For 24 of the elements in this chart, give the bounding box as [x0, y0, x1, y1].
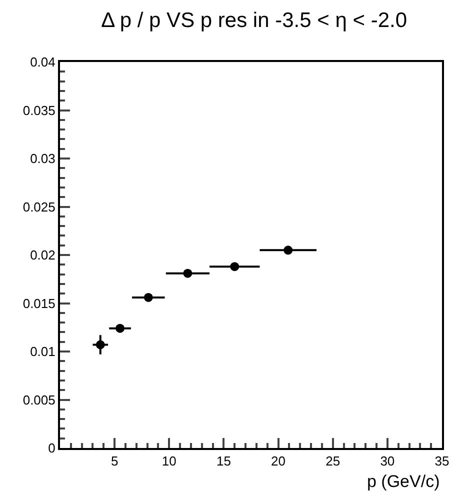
- chart-title: Δ p / p VS p res in -3.5 < η < -2.0: [101, 9, 408, 32]
- x-tick-label: 35: [434, 454, 450, 469]
- point: [230, 262, 240, 272]
- point: [116, 324, 125, 333]
- y-tick-label: 0.015: [22, 296, 56, 311]
- point: [284, 246, 293, 255]
- x-tick-label: 10: [162, 454, 176, 469]
- x-tick-label: 25: [326, 454, 340, 469]
- x-tick-label: 5: [110, 454, 118, 469]
- point: [144, 292, 153, 302]
- y-tick-label: 0.04: [30, 54, 56, 70]
- y-tick-label: 0.03: [30, 151, 56, 166]
- y-tick-label: 0.02: [30, 248, 56, 263]
- x-tick-label: 30: [380, 454, 395, 469]
- y-tick-label: 0.025: [22, 199, 56, 214]
- y-tick-label: 0.035: [22, 102, 56, 118]
- y-tick-label: 0.01: [30, 344, 56, 360]
- x-axis-title: p (GeV/c): [367, 472, 440, 491]
- x-tick-label: 20: [271, 454, 286, 469]
- y-tick-label: 0.005: [22, 392, 56, 408]
- point: [183, 268, 192, 278]
- point: [96, 340, 105, 350]
- x-tick-label: 15: [216, 454, 231, 469]
- y-tick-label: 0: [48, 440, 56, 456]
